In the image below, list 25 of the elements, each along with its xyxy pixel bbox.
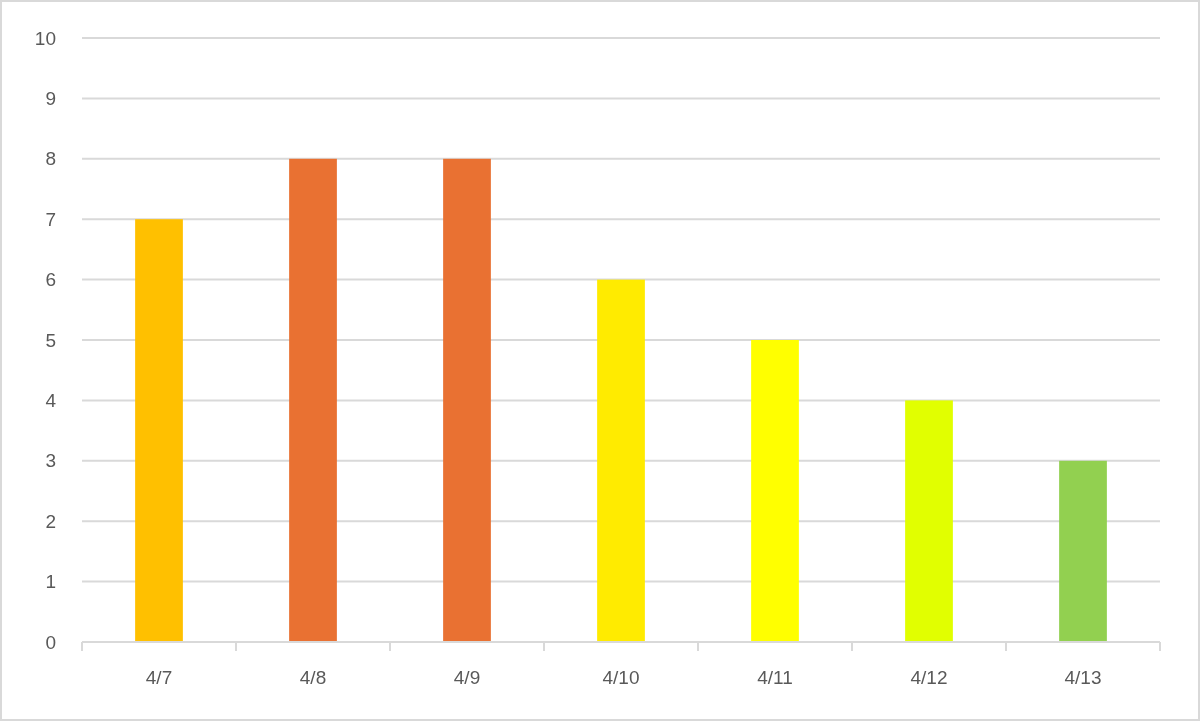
y-tick-label: 5	[45, 329, 56, 351]
y-tick-label: 2	[45, 510, 56, 532]
y-tick-label: 6	[45, 269, 56, 291]
y-tick-label: 8	[45, 148, 56, 170]
y-tick-label: 7	[45, 208, 56, 230]
x-tick-label: 4/10	[602, 667, 640, 688]
x-tick-label: 4/11	[757, 667, 793, 688]
x-tick-label: 4/12	[910, 667, 948, 688]
x-tick-label: 4/9	[453, 667, 481, 688]
bar	[443, 158, 491, 642]
x-tick-label: 4/7	[145, 667, 173, 688]
x-tick-label: 4/8	[299, 667, 327, 688]
y-tick-label: 10	[34, 27, 56, 49]
y-tick-label: 9	[45, 88, 56, 110]
bar	[1059, 460, 1107, 642]
bar	[289, 158, 337, 642]
y-tick-label: 0	[45, 631, 56, 653]
x-tick-label: 4/13	[1064, 667, 1102, 688]
bar	[135, 219, 183, 642]
bar	[905, 400, 953, 642]
y-tick-label: 3	[45, 450, 56, 472]
y-tick-label: 4	[45, 390, 57, 412]
bar	[597, 279, 645, 642]
bar	[751, 340, 799, 642]
y-tick-label: 1	[45, 571, 56, 593]
